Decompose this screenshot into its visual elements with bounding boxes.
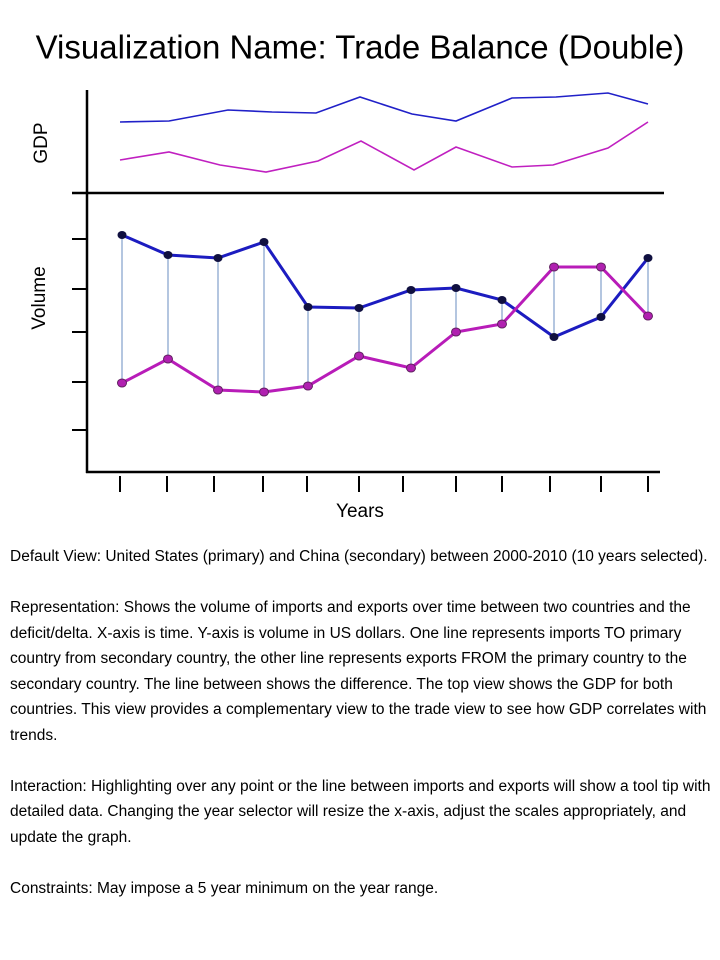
title: Visualization Name: Trade Balance (Doubl… xyxy=(36,29,685,66)
import-point xyxy=(117,231,127,239)
volume-label: Volume xyxy=(29,266,50,329)
export-point xyxy=(213,385,223,395)
export-point xyxy=(643,311,653,321)
paragraph: Interaction: Highlighting over any point… xyxy=(10,777,711,846)
x-label: Years xyxy=(336,501,384,522)
points xyxy=(117,231,653,397)
gdp-primary-line xyxy=(119,92,649,123)
export-point xyxy=(451,327,461,337)
imports-line xyxy=(121,233,650,339)
export-point xyxy=(163,354,173,364)
y-ticks xyxy=(72,238,87,431)
delta-lines xyxy=(121,235,649,392)
x-ticks xyxy=(119,476,649,492)
import-point xyxy=(303,303,313,311)
import-point xyxy=(213,254,223,262)
axes xyxy=(72,90,664,492)
export-point xyxy=(259,387,269,397)
paragraph: Representation: Shows the volume of impo… xyxy=(10,599,707,744)
paragraph: Constraints: May impose a 5 year minimum… xyxy=(10,879,439,897)
import-point xyxy=(406,286,416,294)
export-point xyxy=(406,363,416,373)
description: Default View: United States (primary) an… xyxy=(10,544,712,927)
import-point xyxy=(354,304,364,312)
export-point xyxy=(549,262,559,272)
import-point xyxy=(596,313,606,321)
import-point xyxy=(497,296,507,304)
export-point xyxy=(596,262,606,272)
export-point xyxy=(117,378,127,388)
import-point xyxy=(163,251,173,259)
export-point xyxy=(303,381,313,391)
paragraph: Default View: United States (primary) an… xyxy=(10,548,708,565)
export-point xyxy=(497,319,507,329)
export-point xyxy=(354,351,364,361)
import-point xyxy=(259,238,269,246)
import-point xyxy=(451,284,461,292)
chart-sketch: Visualization Name: Trade Balance (Doubl… xyxy=(29,29,685,522)
import-point xyxy=(643,254,653,262)
gdp-label: GDP xyxy=(31,122,52,163)
exports-line xyxy=(121,265,650,394)
import-point xyxy=(549,333,559,341)
gdp-secondary-line xyxy=(119,121,649,173)
